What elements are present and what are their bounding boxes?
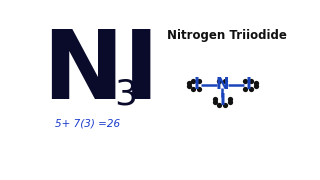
Text: I: I: [219, 93, 225, 108]
Text: I: I: [245, 77, 251, 92]
Text: Nitrogen Triiodide: Nitrogen Triiodide: [167, 28, 287, 42]
Text: NI: NI: [43, 26, 160, 119]
Text: 5+ 7(3) =26: 5+ 7(3) =26: [55, 119, 120, 129]
Text: N: N: [216, 77, 229, 92]
Text: 3: 3: [115, 77, 137, 111]
Text: I: I: [193, 77, 199, 92]
